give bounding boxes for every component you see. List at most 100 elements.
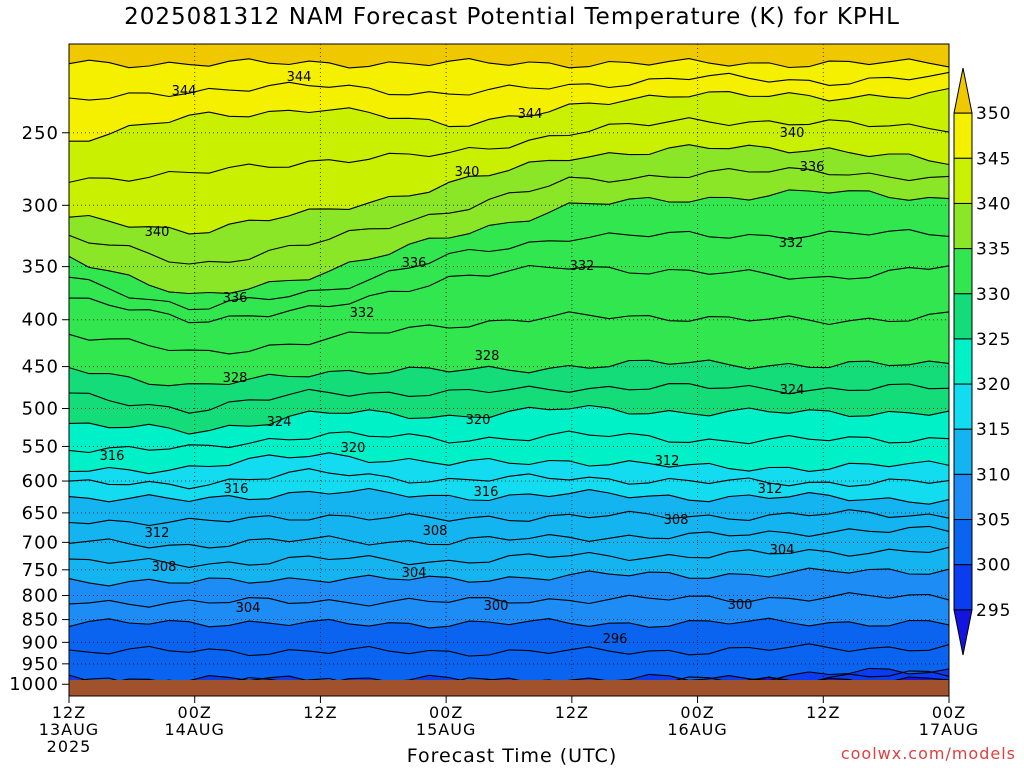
colorbar-label: 330 (976, 285, 1011, 305)
contour-label: 320 (466, 413, 491, 428)
y-tick-label: 400 (22, 310, 59, 331)
y-tick-label: 850 (22, 610, 59, 631)
y-tick-label: 700 (22, 532, 59, 553)
y-axis: 2503003504004505005506006507007508008509… (9, 123, 69, 695)
y-tick-label: 650 (22, 503, 59, 524)
colorbar-label: 295 (976, 601, 1011, 621)
contour-label: 316 (224, 482, 249, 497)
contour-label: 332 (350, 306, 375, 321)
y-tick-label: 1000 (9, 674, 59, 695)
colorbar-label: 305 (976, 511, 1011, 531)
contour-line-308 (69, 567, 949, 587)
x-tick-label: 2025 (47, 737, 92, 756)
contour-label: 308 (664, 513, 689, 528)
colorbar-segment (953, 157, 973, 204)
contour-label: 328 (475, 349, 500, 364)
contour-line-312 (69, 525, 949, 549)
y-tick-label: 550 (22, 436, 59, 457)
y-tick-label: 750 (22, 560, 59, 581)
contour-line-328 (69, 359, 949, 387)
x-tick-label: 13AUG (39, 720, 99, 739)
contour-line-324 (69, 404, 949, 435)
colorbar-segment (953, 293, 973, 340)
contour-label: 308 (423, 524, 448, 539)
contour-line (69, 117, 949, 183)
colorbar-top-arrow (953, 67, 973, 114)
contour-label: 296 (603, 632, 628, 647)
contour-line (69, 71, 949, 101)
contour-label: 324 (780, 383, 805, 398)
contour-line (69, 167, 949, 265)
contour-label: 308 (152, 560, 177, 575)
contour-label: 312 (145, 526, 170, 541)
contour-label: 336 (223, 291, 248, 306)
x-tick-label: 00Z (680, 703, 714, 722)
contour-label: 332 (570, 259, 595, 274)
contour-label: 300 (728, 598, 753, 613)
contour-label: 300 (484, 599, 509, 614)
x-tick-label: 12Z (806, 703, 840, 722)
contour-line (69, 643, 949, 657)
contour-label: 304 (236, 601, 261, 616)
contour-label: 336 (800, 160, 825, 175)
colorbar-bottom-arrow (953, 609, 973, 656)
contour-line-344 (69, 87, 949, 142)
x-tick-label: 15AUG (416, 720, 476, 739)
colorbar-segment (953, 428, 973, 475)
contour-line-336 (69, 189, 949, 295)
contour-line-340 (69, 144, 949, 235)
x-tick-label: 00Z (429, 703, 463, 722)
contour-label: 316 (100, 449, 125, 464)
y-tick-label: 450 (22, 357, 59, 378)
contour-label: 328 (223, 371, 248, 386)
colorbar-label: 345 (976, 149, 1011, 169)
colorbar: 295 300 305 310 315 320 325 330 335 340 345 350 (953, 67, 1011, 656)
x-tick-label: 12Z (303, 703, 337, 722)
colorbar-label: 315 (976, 420, 1011, 440)
colorbar-segment (953, 248, 973, 295)
y-tick-label: 950 (22, 654, 59, 675)
ground-bar (69, 680, 949, 696)
contour-label: 332 (779, 236, 804, 251)
contour-line-320 (69, 452, 949, 475)
contour-label: 304 (770, 543, 795, 558)
contour-line-348 (69, 58, 949, 69)
colorbar-label: 325 (976, 330, 1011, 350)
colorbar-segment (953, 112, 973, 159)
x-tick-label: 12Z (555, 703, 589, 722)
contour-label: 340 (145, 225, 170, 240)
contour-label: 344 (172, 84, 197, 99)
contour-line (69, 383, 949, 414)
colorbar-label: 300 (976, 556, 1011, 576)
contour-line (69, 592, 949, 608)
colorbar-segment (953, 564, 973, 611)
contour-label: 320 (341, 441, 366, 456)
y-tick-label: 900 (22, 632, 59, 653)
contour-label: 344 (287, 70, 312, 85)
contour-line (69, 229, 949, 311)
credit-text: coolwx.com/models (840, 744, 1016, 763)
y-tick-label: 600 (22, 471, 59, 492)
colorbar-label: 320 (976, 375, 1011, 395)
plot-frame (68, 43, 950, 697)
x-tick-label: 17AUG (919, 720, 979, 739)
contour-line-332 (69, 264, 949, 324)
colorbar-label: 350 (976, 104, 1011, 124)
contour-label: 336 (402, 256, 427, 271)
y-tick-label: 250 (22, 123, 59, 144)
contour-line-316 (69, 487, 949, 505)
y-tick-label: 800 (22, 585, 59, 606)
contour-label: 340 (455, 165, 480, 180)
contour-label: 312 (758, 482, 783, 497)
y-tick-label: 350 (22, 257, 59, 278)
contour-label: 316 (474, 485, 499, 500)
contour-label: 304 (402, 566, 427, 581)
colorbar-label: 335 (976, 240, 1011, 260)
colorbar-segment (953, 338, 973, 385)
chart-title: 2025081312 NAM Forecast Potential Temper… (124, 4, 900, 30)
x-tick-label: 12Z (52, 703, 86, 722)
contour-line-304 (69, 617, 949, 629)
contour-label: 324 (267, 415, 292, 430)
